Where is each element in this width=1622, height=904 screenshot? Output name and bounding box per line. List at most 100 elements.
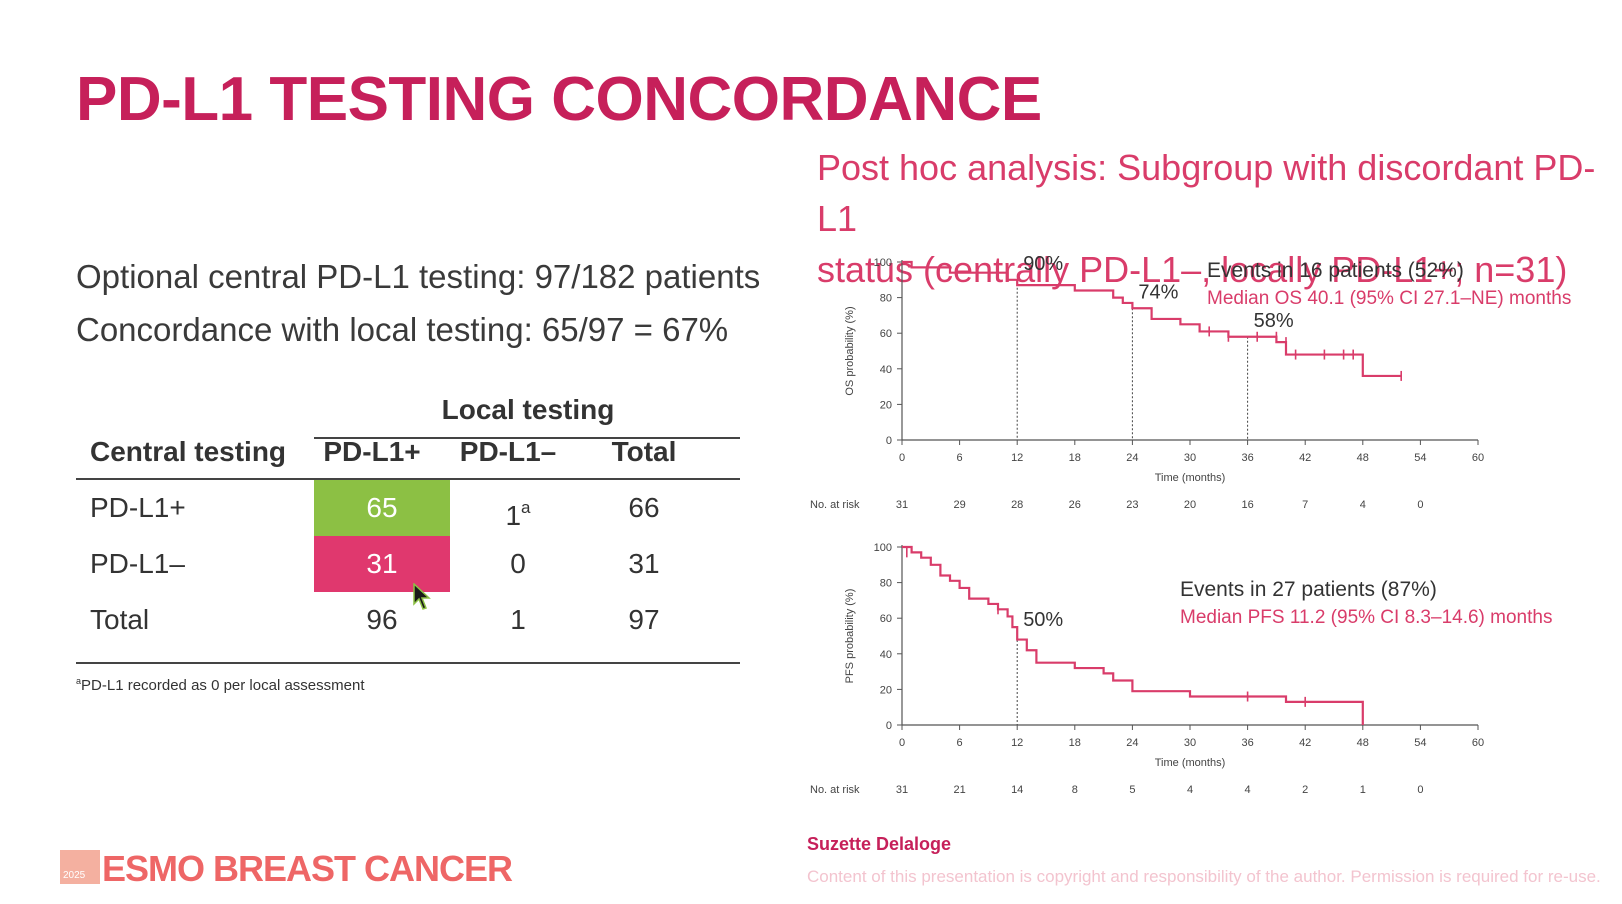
pfs-at-risk-value: 0 [1417, 784, 1423, 796]
pfs-y-tick-label: 60 [880, 613, 892, 625]
cell-discordant-neg: 31 [314, 536, 450, 592]
pfs-at-risk-value: 31 [896, 784, 908, 796]
pfs-at-risk-value: 8 [1072, 784, 1078, 796]
pfs-y-tick-label: 0 [886, 720, 892, 732]
pfs-annotation-label: 50% [1023, 609, 1063, 631]
os-annotation-label: 74% [1138, 281, 1178, 303]
os-x-tick-label: 60 [1472, 452, 1484, 464]
concordance-table: Local testing Central testing PD-L1+ PD-… [76, 390, 740, 690]
os-y-tick-label: 80 [880, 293, 892, 305]
pfs-x-tick-label: 30 [1184, 737, 1196, 749]
pfs-x-tick-label: 42 [1299, 737, 1311, 749]
pfs-y-tick-label: 40 [880, 649, 892, 661]
cell-grand-total: 97 [628, 604, 660, 635]
col-header-pdl1-pos: PD-L1+ [323, 436, 421, 467]
header-rule [76, 478, 740, 480]
logo-mark: 2025 [60, 850, 100, 884]
central-testing-header: Central testing [90, 436, 287, 467]
col-header-total: Total [611, 436, 677, 467]
os-x-tick-label: 30 [1184, 452, 1196, 464]
cell-discordant-pos: 1a [505, 498, 531, 531]
os-x-tick-label: 18 [1069, 452, 1081, 464]
pfs-at-risk-value: 2 [1302, 784, 1308, 796]
cell-concordant-pos: 65 [314, 480, 450, 536]
os-x-tick-label: 48 [1357, 452, 1369, 464]
os-x-tick-label: 36 [1241, 452, 1253, 464]
pfs-x-tick-label: 54 [1414, 737, 1426, 749]
os-y-tick-label: 20 [880, 399, 892, 411]
os-at-risk-value: 26 [1069, 499, 1081, 511]
os-annotation-label: 90% [1023, 253, 1063, 275]
os-x-tick-label: 12 [1011, 452, 1023, 464]
os-y-tick-label: 100 [874, 257, 892, 269]
os-y-tick-label: 0 [886, 435, 892, 447]
pfs-x-tick-label: 60 [1472, 737, 1484, 749]
pfs-x-tick-label: 12 [1011, 737, 1023, 749]
cell-total-col-pos: 96 [366, 604, 398, 635]
os-at-risk-value: 4 [1360, 499, 1366, 511]
pfs-survival-curve [902, 545, 1364, 725]
pfs-at-risk-value: 21 [953, 784, 965, 796]
pfs-at-risk-value: 4 [1187, 784, 1193, 796]
logo-text: ESMO BREAST CANCER [102, 848, 513, 889]
os-at-risk-value: 23 [1126, 499, 1138, 511]
os-events-text: Events in 16 patients (52%) [1207, 259, 1464, 282]
pfs-y-tick-label: 20 [880, 684, 892, 696]
pfs-at-risk-value: 4 [1245, 784, 1251, 796]
row-label-total: Total [90, 604, 150, 635]
page-title: PD-L1 TESTING CONCORDANCE [76, 65, 1042, 134]
mouse-pointer-icon [413, 583, 431, 610]
pfs-median-text: Median PFS 11.2 (95% CI 8.3–14.6) months [1180, 607, 1553, 628]
os-at-risk-value: 28 [1011, 499, 1023, 511]
pfs-events-text: Events in 27 patients (87%) [1180, 578, 1437, 601]
local-testing-header: Local testing [441, 394, 615, 425]
pfs-y-tick-label: 100 [874, 542, 892, 554]
os-at-risk-value: 31 [896, 499, 908, 511]
subtitle-line-1: Post hoc analysis: Subgroup with discord… [817, 147, 1596, 239]
pfs-at-risk-value: 5 [1129, 784, 1135, 796]
logo-year: 2025 [63, 870, 86, 881]
os-at-risk-value: 20 [1184, 499, 1196, 511]
pfs-at-risk-label: No. at risk [810, 784, 860, 796]
subtitle-line-2: status (centrally PD-L1–, locally PD-L1+… [817, 249, 1568, 290]
os-y-tick-label: 40 [880, 364, 892, 376]
os-y-axis-label: OS probability (%) [844, 306, 856, 395]
stat-concordance: Concordance with local testing: 65/97 = … [76, 311, 729, 348]
cell-total-neg: 31 [628, 548, 660, 579]
stat-central-testing: Optional central PD-L1 testing: 97/182 p… [76, 258, 761, 295]
pfs-x-tick-label: 48 [1357, 737, 1369, 749]
local-header-rule [314, 437, 740, 439]
presenter-name: Suzette Delaloge [807, 834, 952, 854]
os-x-tick-label: 6 [957, 452, 963, 464]
cell-total-col-neg: 1 [510, 604, 526, 635]
pfs-y-tick-label: 80 [880, 578, 892, 590]
copyright-notice: Content of this presentation is copyrigh… [807, 867, 1601, 886]
pfs-y-axis-label: PFS probability (%) [844, 589, 856, 684]
table-bottom-rule [76, 662, 740, 664]
pfs-x-tick-label: 24 [1126, 737, 1138, 749]
os-at-risk-value: 16 [1241, 499, 1253, 511]
col-header-pdl1-neg: PD-L1– [459, 436, 557, 467]
pfs-x-tick-label: 18 [1069, 737, 1081, 749]
os-annotation-label: 58% [1254, 310, 1294, 332]
os-x-tick-label: 42 [1299, 452, 1311, 464]
pfs-x-tick-label: 6 [957, 737, 963, 749]
stats-block: Optional central PD-L1 testing: 97/182 p… [76, 250, 760, 356]
os-at-risk-value: 29 [953, 499, 965, 511]
pfs-x-tick-label: 36 [1241, 737, 1253, 749]
os-y-tick-label: 60 [880, 328, 892, 340]
pfs-at-risk-value: 1 [1360, 784, 1366, 796]
os-x-axis-label: Time (months) [1155, 472, 1226, 484]
cell-total-pos: 66 [628, 492, 660, 523]
os-x-tick-label: 54 [1414, 452, 1426, 464]
pfs-x-axis-label: Time (months) [1155, 757, 1226, 769]
table-footnote: aPD-L1 recorded as 0 per local assessmen… [76, 676, 365, 694]
os-at-risk-label: No. at risk [810, 499, 860, 511]
pfs-x-tick-label: 0 [899, 737, 905, 749]
os-at-risk-value: 0 [1417, 499, 1423, 511]
row-label-pdl1-pos: PD-L1+ [90, 492, 186, 523]
os-x-tick-label: 24 [1126, 452, 1138, 464]
os-x-tick-label: 0 [899, 452, 905, 464]
